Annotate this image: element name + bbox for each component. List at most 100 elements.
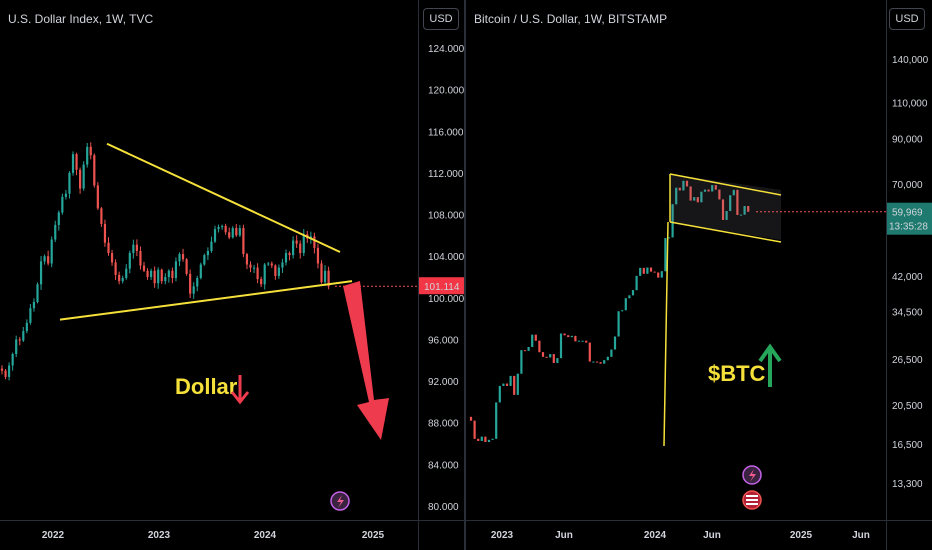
candle-body — [135, 244, 138, 251]
candle-body — [150, 270, 153, 277]
candle-body — [667, 237, 671, 239]
y-tick-label: 120.000 — [428, 86, 464, 97]
candle-body — [181, 254, 185, 260]
down-arrow-large — [343, 281, 389, 440]
candle-body — [270, 263, 273, 266]
candle-body — [93, 155, 96, 186]
price-tag-bg — [887, 202, 932, 235]
dxy-chart-svg: 124.000 120.000 116.000 112.000 108.000 104.0… — [0, 44, 464, 541]
candle-body — [646, 267, 649, 274]
trendline-lower — [59, 280, 353, 321]
candle-body — [160, 269, 163, 282]
candle-body — [242, 228, 245, 255]
candle-body — [203, 255, 206, 265]
candle-body — [157, 269, 160, 284]
x-tick-label: Jun — [555, 530, 573, 541]
pane-divider[interactable] — [464, 0, 466, 550]
candle-body — [86, 146, 89, 165]
candle-body — [495, 402, 498, 439]
candle-body — [707, 189, 710, 192]
candle-body — [15, 339, 18, 355]
candle-body — [675, 187, 678, 205]
candle-body — [249, 264, 252, 268]
candle-body — [678, 187, 681, 191]
countdown-label: 13:35:28 — [889, 222, 928, 233]
candle-body — [281, 262, 284, 268]
candle-body — [516, 373, 519, 395]
candle-body — [747, 206, 750, 212]
y-tick-label: 20,500 — [892, 401, 923, 412]
candle-body — [125, 268, 128, 279]
candle-body — [316, 247, 320, 264]
candle-body — [196, 278, 199, 287]
up-arrow — [758, 343, 782, 387]
price-tag-label: 101.114 — [424, 282, 460, 293]
candle-body — [689, 186, 692, 201]
candle-body — [171, 270, 174, 279]
candle-body — [231, 228, 234, 238]
y-tick-label: 140,000 — [892, 55, 929, 66]
candle-body — [567, 335, 570, 338]
btc-chart-svg: 140,000110,00090,00070,00055,00042,00034… — [469, 55, 932, 541]
y-tick-label: 42,000 — [892, 272, 923, 283]
candle-body — [284, 253, 288, 263]
candle-body — [228, 232, 231, 238]
y-tick-label: 100.000 — [428, 294, 464, 305]
candle-body — [68, 172, 71, 194]
candle-body — [649, 267, 653, 272]
candle-body — [221, 225, 224, 228]
candle-body — [671, 204, 674, 238]
y-tick-label: 92.000 — [428, 377, 459, 388]
candle-body — [577, 340, 581, 342]
candle-body — [174, 261, 178, 279]
candle-body — [617, 311, 620, 337]
candle-body — [167, 270, 170, 277]
currency-button[interactable]: USD — [889, 8, 925, 30]
y-tick-label: 13,300 — [892, 479, 923, 490]
candle-body — [545, 356, 548, 358]
candle-body — [103, 223, 107, 243]
y-tick-label: 26,500 — [892, 355, 923, 366]
candle-body — [635, 275, 638, 291]
candle-body — [703, 189, 707, 192]
candle-body — [164, 277, 167, 282]
chart-title: U.S. Dollar Index, 1W, TVC — [8, 12, 154, 26]
candle-body — [729, 195, 732, 212]
annotation-btc: $BTC — [708, 361, 766, 386]
candle-body — [581, 340, 584, 342]
x-tick-label: 2024 — [644, 530, 667, 541]
candle-body — [592, 361, 595, 363]
candle-body — [531, 334, 534, 347]
x-tick-label: Jun — [852, 530, 870, 541]
time-axis-border — [0, 520, 464, 521]
candle-body — [96, 185, 99, 209]
candle-body — [189, 273, 192, 294]
candle-body — [71, 154, 75, 173]
chart-title: Bitcoin / U.S. Dollar, 1W, BITSTAMP — [474, 12, 668, 26]
y-tick-label: 84.000 — [428, 460, 459, 471]
candle-body — [238, 228, 241, 236]
candle-body — [43, 256, 46, 262]
btc-chart-pane[interactable]: Bitcoin / U.S. Dollar, 1W, BITSTAMP USD … — [466, 0, 932, 550]
x-tick-label: 2023 — [148, 530, 171, 541]
trendline-upper — [106, 142, 341, 253]
candle-body — [185, 259, 188, 274]
candle-body — [631, 290, 635, 296]
candle-body — [263, 264, 266, 285]
price-tag-label: 59,969 — [892, 208, 923, 219]
dxy-chart-pane[interactable]: U.S. Dollar Index, 1W, TVC USD 124.000 12… — [0, 0, 464, 550]
candle-body — [153, 270, 156, 284]
channel-top-line — [669, 173, 782, 196]
candle-body — [323, 270, 327, 283]
candle-body — [563, 333, 566, 336]
y-tick-label: 104.000 — [428, 252, 464, 263]
candle-body — [110, 253, 114, 263]
candle-body — [639, 267, 642, 276]
candle-body — [559, 333, 563, 359]
y-tick-label: 70,000 — [892, 180, 923, 191]
candle-body — [64, 193, 67, 197]
candle-body — [534, 334, 537, 341]
y-tick-label: 112.000 — [428, 169, 464, 180]
vertical-marker-line — [663, 221, 669, 447]
currency-button[interactable]: USD — [423, 8, 459, 30]
